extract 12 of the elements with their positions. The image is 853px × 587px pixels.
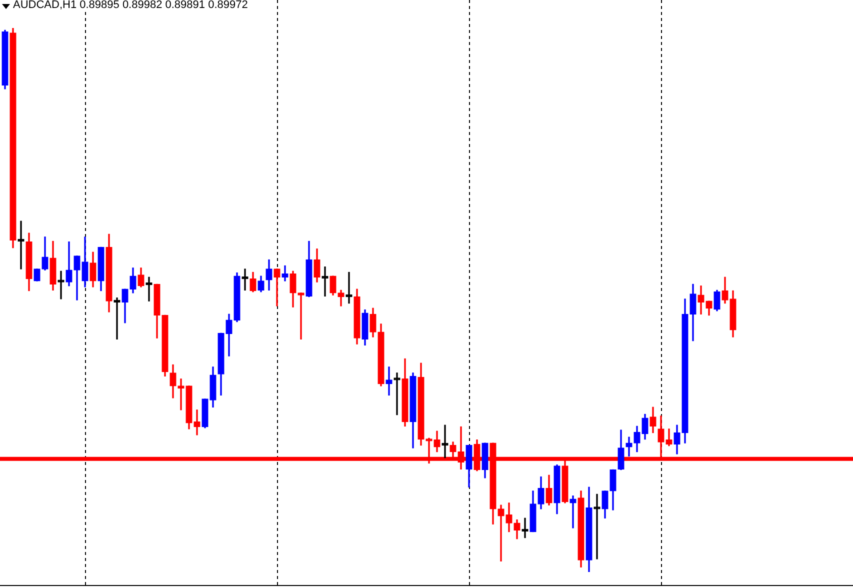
candlestick [194, 410, 200, 436]
candlestick [386, 366, 392, 396]
candlestick [394, 372, 400, 416]
candlestick [178, 378, 184, 410]
candlestick [298, 292, 304, 340]
candlestick [274, 268, 280, 306]
candlestick [58, 270, 64, 300]
chart-title: AUDCAD,H1 0.89895 0.89982 0.89891 0.89972 [13, 0, 248, 11]
candlestick [698, 286, 704, 314]
candlestick [282, 265, 288, 282]
candlestick [626, 436, 632, 456]
candlestick [498, 504, 504, 562]
